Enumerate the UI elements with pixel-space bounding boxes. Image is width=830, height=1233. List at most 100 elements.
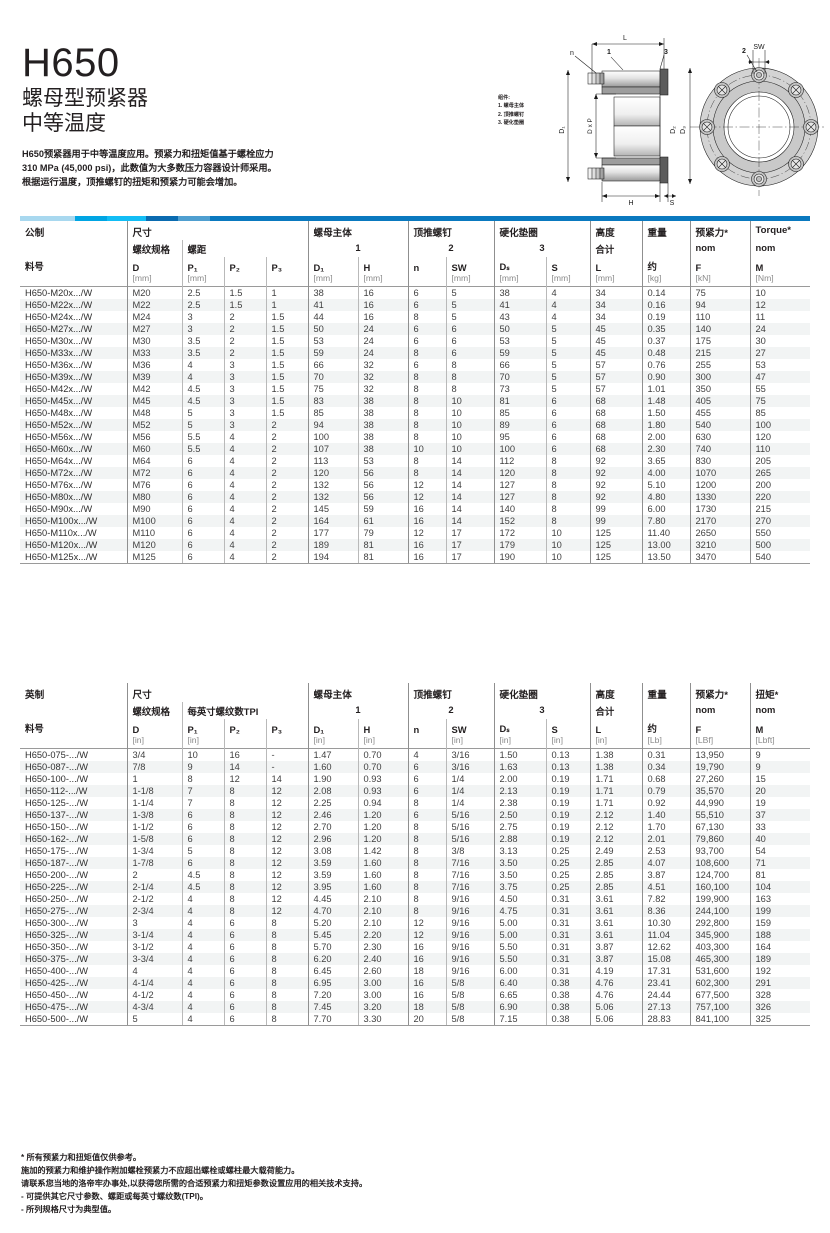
cell-value: 2.85 <box>589 857 642 869</box>
table-row: H650-M20x.../W M20 2.5 1.5 1 38 16 6 5 38 4 34 0.14 7… <box>20 286 810 299</box>
cell-value: 6 <box>545 419 590 431</box>
cell-value: 12 <box>407 929 446 941</box>
cell-value: 3-3/4 <box>126 953 182 965</box>
cell-value: 1-3/4 <box>126 845 182 857</box>
cell-value: 4.5 <box>181 881 224 893</box>
cell-value: 4.80 <box>641 491 690 503</box>
cell-value: 0.34 <box>641 761 690 773</box>
cell-value: 66 <box>493 359 546 371</box>
cell-value: 325 <box>749 1013 810 1026</box>
cell-value: 124,700 <box>689 869 750 881</box>
cell-value: 3210 <box>689 539 750 551</box>
imperial-unit-D1: [in] <box>307 735 358 749</box>
table-row: H650-250-.../W 2-1/2 4 8 12 4.45 2.10 8 9/16 4.50… <box>20 893 810 905</box>
cell-value: 3.87 <box>641 869 690 881</box>
cell-value: 12 <box>265 881 308 893</box>
cell-value: 6 <box>181 833 224 845</box>
cell-value: 3.08 <box>307 845 358 857</box>
table-row: H650-275-.../W 2-3/4 4 8 12 4.70 2.10 8 9/16 4.75… <box>20 905 810 917</box>
cell-value: 92 <box>589 467 642 479</box>
cell-value: 9/16 <box>445 905 494 917</box>
cell-value: 14 <box>445 467 494 479</box>
cell-value: 188 <box>749 929 810 941</box>
cell-value: 0.68 <box>641 773 690 785</box>
cell-value: 8 <box>223 893 266 905</box>
cell-value: 50 <box>307 323 358 335</box>
imperial-sym-P2: P₂ <box>223 719 266 735</box>
metric-accent-bar <box>20 216 810 221</box>
cell-value: 4 <box>223 551 266 564</box>
table-row: H650-M39x.../W M39 4 3 1.5 70 32 8 8 70 5 57 0.90 300… <box>20 371 810 383</box>
cell-value: 14 <box>445 491 494 503</box>
cell-value: 0.31 <box>545 905 590 917</box>
cell-value: 8 <box>445 359 494 371</box>
cell-value: 5 <box>181 407 224 419</box>
cell-value: 1.71 <box>589 797 642 809</box>
cell-value: 0.25 <box>545 857 590 869</box>
cell-value: 6 <box>181 821 224 833</box>
cell-value: 215 <box>749 503 810 515</box>
cell-value: 4-1/2 <box>126 989 182 1001</box>
cell-value: 85 <box>493 407 546 419</box>
cell-value: 75 <box>307 383 358 395</box>
cell-value: 8 <box>407 431 446 443</box>
cell-value: 110 <box>749 443 810 455</box>
cell-value: 7.15 <box>493 1013 546 1026</box>
cell-value: 2 <box>265 551 308 564</box>
cell-value: 9/16 <box>445 941 494 953</box>
cell-value: 5 <box>445 299 494 311</box>
cell-value: 2.5 <box>181 286 224 299</box>
cell-value: 0.92 <box>641 797 690 809</box>
cell-value: 550 <box>749 527 810 539</box>
cell-value: 4 <box>223 491 266 503</box>
callout-3: 3 <box>664 49 668 56</box>
cell-value: 9 <box>749 761 810 773</box>
table-row: H650-137-.../W 1-3/8 6 8 12 2.46 1.20 6 5/16 2.50… <box>20 809 810 821</box>
cell-value: 7.82 <box>641 893 690 905</box>
metric-group-preload: 预紧力* <box>689 221 750 240</box>
cell-value: 104 <box>749 881 810 893</box>
cell-value: 1.01 <box>641 383 690 395</box>
table-row: H650-150-.../W 1-1/2 6 8 12 2.70 1.20 8 5/16 2.75… <box>20 821 810 833</box>
metric-table-head: 公制 尺寸 螺母主体 顶推螺钉 硬化垫圈 高度 重量 预紧力* Torque* … <box>20 221 810 287</box>
cell-value: 199 <box>749 905 810 917</box>
cell-value: 23.41 <box>641 977 690 989</box>
table-row: H650-225-.../W 2-1/4 4.5 8 12 3.95 1.60 8 7/16 3.… <box>20 881 810 893</box>
cell-value: 12 <box>265 869 308 881</box>
cell-value: 6 <box>181 539 224 551</box>
cell-value: 6 <box>181 857 224 869</box>
cell-value: 8 <box>265 917 308 929</box>
cell-value: 0.94 <box>357 797 408 809</box>
cell-value: 350 <box>689 383 750 395</box>
cell-value: 1.60 <box>357 869 408 881</box>
imperial-sub-total: 合计 <box>589 702 642 719</box>
cell-value: 13,950 <box>689 748 750 761</box>
cell-value: 7 <box>181 785 224 797</box>
diagram-svg: L n 1 3 D₁ D₃ <box>559 35 824 207</box>
cell-value: 24.44 <box>641 989 690 1001</box>
cell-part-number: H650-M125x.../W <box>20 551 127 564</box>
cell-value: 2.38 <box>493 797 546 809</box>
cell-value: 6.00 <box>641 503 690 515</box>
cell-value: 127 <box>493 491 546 503</box>
cell-value: 18 <box>407 1001 446 1013</box>
cell-value: 2-1/4 <box>126 881 182 893</box>
cell-value: 16 <box>407 941 446 953</box>
cell-value: 8 <box>407 905 446 917</box>
metric-unit-F: [kN] <box>689 273 750 287</box>
cell-value: 3.5 <box>181 347 224 359</box>
cell-value: 14 <box>265 773 308 785</box>
cell-value: 3 <box>126 917 182 929</box>
imperial-group-washer-num: 3 <box>539 704 545 715</box>
cell-value: 16 <box>407 503 446 515</box>
cell-part-number: H650-M48x.../W <box>25 408 93 418</box>
page-title: H650 <box>22 41 120 85</box>
cell-value: 12 <box>265 893 308 905</box>
dimension-label-D3: D₃ <box>680 126 687 134</box>
cell-value: 6 <box>407 323 446 335</box>
cell-value: 8 <box>223 881 266 893</box>
cell-value: 5.45 <box>307 929 358 941</box>
metric-sym-Ds: Dₛ <box>493 257 546 273</box>
cell-value: 2.01 <box>641 833 690 845</box>
cell-value: 16 <box>407 551 446 564</box>
